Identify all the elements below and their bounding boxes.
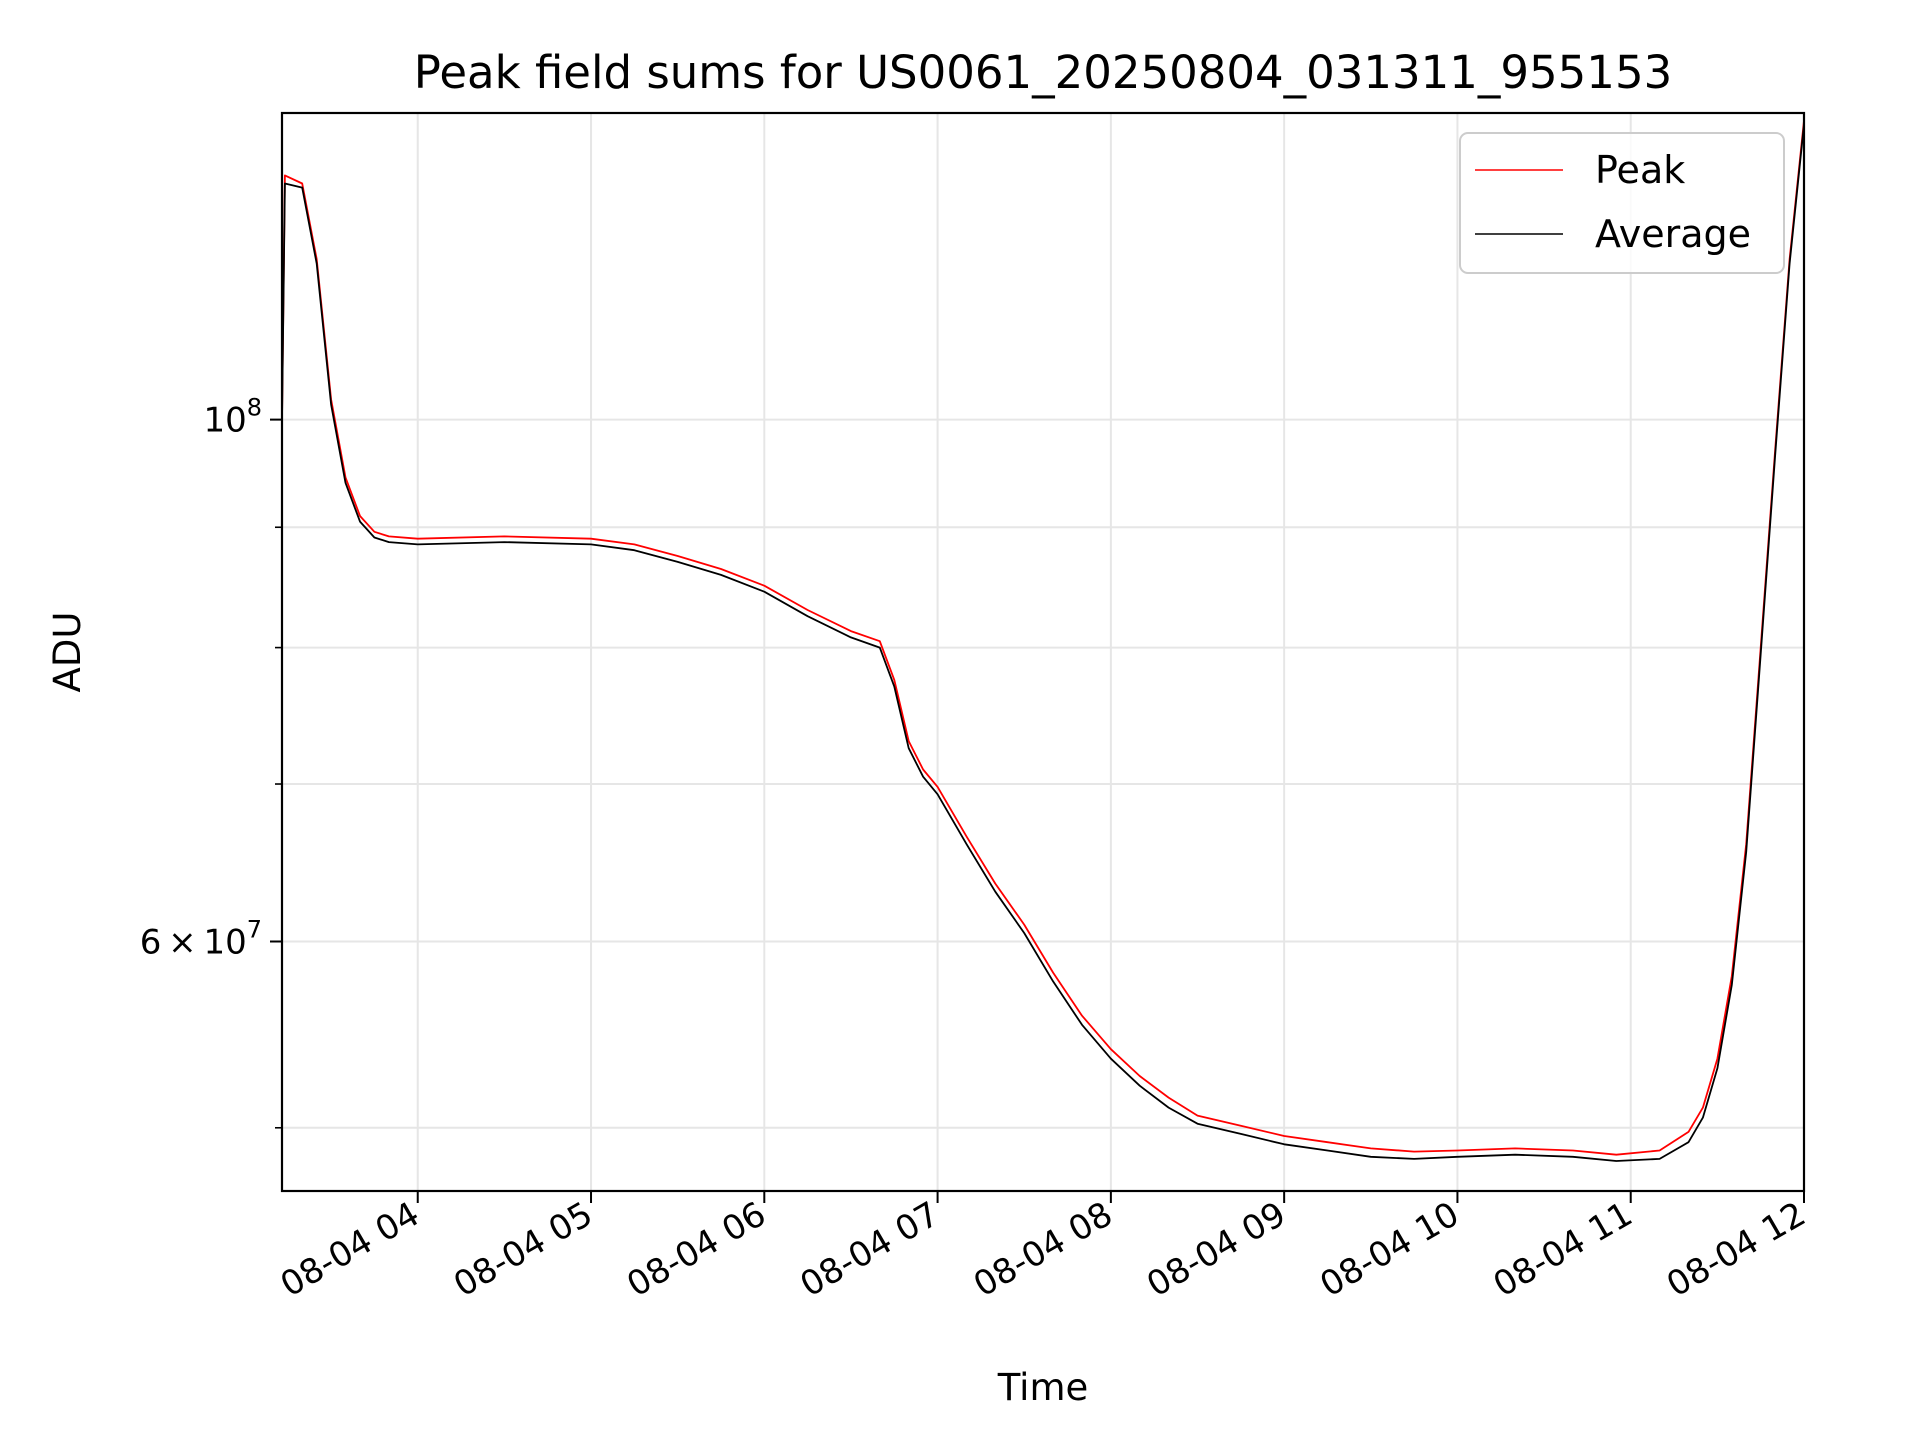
series-line-peak xyxy=(282,120,1804,1156)
legend: Peak Average xyxy=(1459,132,1785,274)
legend-average-label: Average xyxy=(1595,212,1751,256)
x-axis-label: Time xyxy=(997,1366,1089,1409)
legend-peak-label: Peak xyxy=(1595,148,1685,192)
y-axis-label: ADU xyxy=(46,612,89,693)
plot-frame xyxy=(280,111,1806,1193)
y-tick-label: 6 × 107 xyxy=(140,916,262,963)
grid xyxy=(282,113,1804,1191)
legend-box xyxy=(1459,132,1785,274)
series-line-average xyxy=(282,124,1804,1162)
y-tick-label: 108 xyxy=(203,394,262,441)
chart-title: Peak field sums for US0061_20250804_0313… xyxy=(414,46,1672,99)
y-axis-ticks: 108 6 × 107 xyxy=(140,394,282,1129)
series-layer xyxy=(282,120,1804,1162)
